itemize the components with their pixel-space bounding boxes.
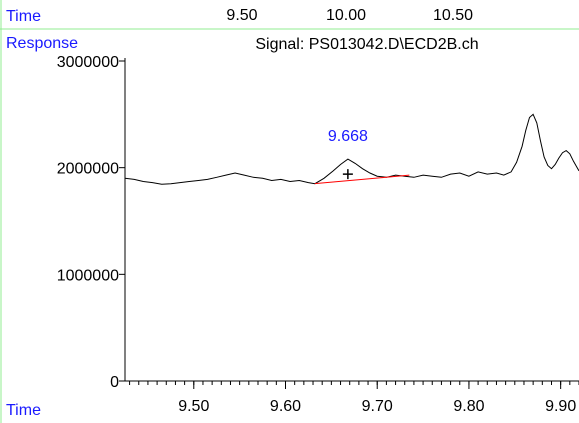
chart-title: Signal: PS013042.D\ECD2B.ch [255, 36, 478, 53]
top-tick-label: 10.00 [326, 7, 366, 24]
y-tick-label: 0 [110, 374, 119, 391]
x-axis-title: Time [6, 402, 41, 419]
peak-apex-marker [342, 169, 353, 180]
top-tick-label: 9.50 [226, 7, 257, 24]
x-axis-ticks: 9.50 9.60 9.70 9.80 9.90 [129, 381, 579, 415]
peak-label: 9.668 [328, 128, 368, 145]
y-axis-title: Response [6, 35, 78, 52]
y-axis-ticks: 0 1000000 2000000 3000000 [57, 54, 125, 391]
top-tick-label: 10.50 [433, 7, 473, 24]
y-tick-label: 2000000 [57, 161, 119, 178]
x-tick-label: 9.80 [453, 398, 484, 415]
signal-trace [124, 113, 579, 185]
y-tick-label: 3000000 [57, 54, 119, 71]
axes [124, 58, 579, 382]
top-time-label: Time [6, 8, 41, 25]
peak-baseline [314, 174, 410, 185]
x-tick-label: 9.50 [178, 398, 209, 415]
x-tick-label: 9.60 [270, 398, 301, 415]
y-tick-label: 1000000 [57, 267, 119, 284]
x-tick-label: 9.70 [362, 398, 393, 415]
x-tick-label: 9.90 [545, 398, 576, 415]
top-time-ticks: 9.50 10.00 10.50 [226, 7, 473, 24]
